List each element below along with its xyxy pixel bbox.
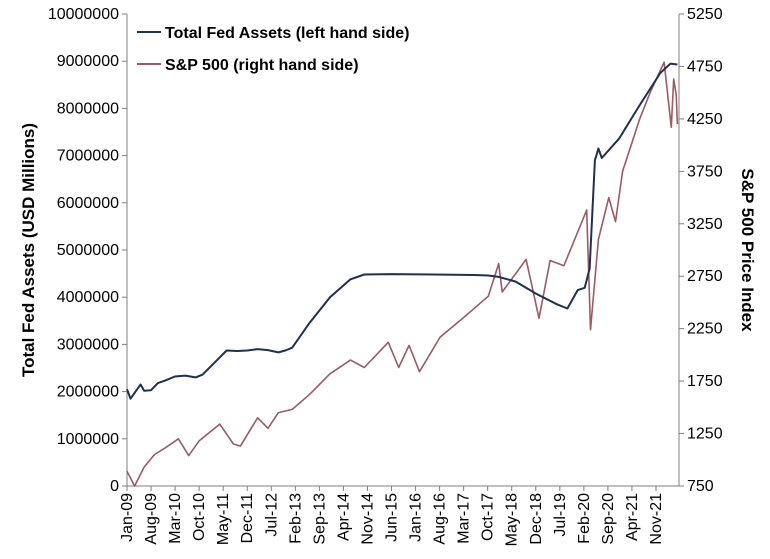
legend-label-sp500: S&P 500 (right hand side) <box>165 57 359 74</box>
left-tick-label: 4000000 <box>57 289 119 306</box>
legend: Total Fed Assets (left hand side) S&P 50… <box>137 25 409 74</box>
left-tick-label: 1000000 <box>57 431 119 448</box>
x-tick-label: Nov-21 <box>648 493 665 545</box>
left-tick-label: 2000000 <box>57 384 119 401</box>
right-axis-title: S&P 500 Price Index <box>738 168 757 332</box>
x-tick-label: Jan-09 <box>119 493 136 542</box>
right-tick-label: 750 <box>687 478 714 495</box>
x-tick-label: Jun-15 <box>384 493 401 542</box>
x-tick-label: Mar-10 <box>167 493 184 544</box>
left-tick-label: 3000000 <box>57 336 119 353</box>
legend-label-fed-assets: Total Fed Assets (left hand side) <box>165 25 409 42</box>
right-tick-label: 1250 <box>687 426 723 443</box>
right-tick-label: 5250 <box>687 6 723 23</box>
left-axis-title: Total Fed Assets (USD Millions) <box>19 123 38 377</box>
axes-layer <box>126 14 680 487</box>
left-tick-label: 9000000 <box>57 53 119 70</box>
x-tick-label: May-11 <box>215 493 232 545</box>
left-tick-label: 6000000 <box>57 195 119 212</box>
x-tick-label: Feb-20 <box>576 493 593 544</box>
x-tick-label: Jan-16 <box>408 493 425 542</box>
series-layer <box>126 61 679 487</box>
x-tick-label: Aug-16 <box>432 493 449 545</box>
x-tick-label: Mar-17 <box>456 493 473 544</box>
right-tick-label: 1750 <box>687 373 723 390</box>
x-tick-label: Apr-21 <box>624 493 641 541</box>
series-line-fed-assets <box>126 62 678 400</box>
left-tick-label: 10000000 <box>48 6 119 23</box>
left-tick-label: 0 <box>110 478 119 495</box>
x-tick-label: Oct-10 <box>191 493 208 541</box>
x-tick-label: Oct-17 <box>480 493 497 541</box>
right-tick-label: 3250 <box>687 216 723 233</box>
x-tick-label: Jul-12 <box>263 493 280 537</box>
x-tick-label: Dec-18 <box>528 493 545 545</box>
right-tick-label: 2750 <box>687 268 723 285</box>
x-tick-label: Sep-13 <box>311 493 328 545</box>
right-tick-label: 4750 <box>687 58 723 75</box>
x-tick-label: Jul-19 <box>552 493 569 537</box>
x-tick-label: Feb-13 <box>287 493 304 544</box>
left-tick-label: 8000000 <box>57 100 119 117</box>
x-tick-label: Apr-14 <box>335 493 352 541</box>
right-tick-label: 3750 <box>687 163 723 180</box>
x-tick-label: Aug-09 <box>143 493 160 545</box>
x-tick-label: Nov-14 <box>359 493 376 545</box>
series-line-sp500 <box>126 61 679 487</box>
right-tick-label: 4250 <box>687 111 723 128</box>
right-tick-label: 2250 <box>687 321 723 338</box>
left-tick-label: 5000000 <box>57 242 119 259</box>
x-tick-label: May-18 <box>504 493 521 546</box>
x-tick-label: Dec-11 <box>239 493 256 543</box>
ticks-layer: 0 1000000 2000000 3000000 4000000 5000000 6000… <box>48 6 723 546</box>
x-tick-label: Sep-20 <box>600 493 617 545</box>
left-tick-label: 7000000 <box>57 148 119 165</box>
